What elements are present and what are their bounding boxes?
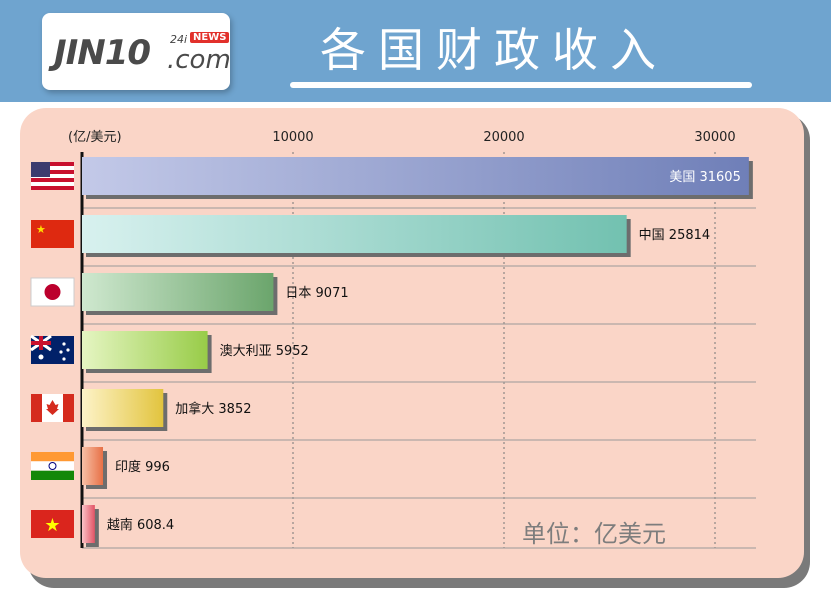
bar-value-label: 美国 31605 xyxy=(669,170,741,185)
bar-value-label: 越南 608.4 xyxy=(107,517,174,533)
bar-value-label: 印度 996 xyxy=(115,459,170,475)
axis-unit-label: (亿/美元) xyxy=(68,130,122,145)
bar-value-label: 澳大利亚 5952 xyxy=(220,343,309,359)
bar-value-label: 日本 9071 xyxy=(285,286,348,301)
svg-text:★: ★ xyxy=(44,515,60,536)
bar-3 xyxy=(82,331,208,369)
header-band: JIN10 24i NEWS .com 各国财政收入 xyxy=(0,0,831,102)
bar-value-label: 加拿大 3852 xyxy=(175,401,251,417)
x-tick-label: 20000 xyxy=(483,130,524,145)
page-title: 各国财政收入 xyxy=(320,23,668,77)
unit-note: 单位：亿美元 xyxy=(522,520,666,548)
in-flag-icon xyxy=(31,452,74,480)
bar-1 xyxy=(82,215,627,253)
logo-com-text: .com xyxy=(167,45,231,75)
jp-flag-icon xyxy=(30,277,75,307)
bar-value-label: 中国 25814 xyxy=(639,228,711,243)
us-flag-icon xyxy=(31,162,74,190)
bar-0 xyxy=(82,157,749,195)
x-tick-label: 10000 xyxy=(272,130,313,145)
logo-news-badge: NEWS xyxy=(190,32,230,43)
logo-main-text: JIN10 xyxy=(54,33,151,73)
cn-flag-icon: ★ xyxy=(31,220,74,248)
title-underline xyxy=(290,82,752,88)
vn-flag-icon: ★ xyxy=(31,510,74,538)
ca-flag-icon xyxy=(31,394,74,422)
bar-2 xyxy=(82,273,274,311)
x-tick-label: 30000 xyxy=(694,130,735,145)
svg-text:★: ★ xyxy=(36,223,46,236)
jin10-logo: JIN10 24i NEWS .com xyxy=(42,13,231,90)
bar-6 xyxy=(82,505,95,543)
au-flag-icon xyxy=(30,334,74,364)
logo-24-text: 24i xyxy=(170,33,188,46)
bar-5 xyxy=(82,447,104,485)
bar-4 xyxy=(82,389,164,427)
